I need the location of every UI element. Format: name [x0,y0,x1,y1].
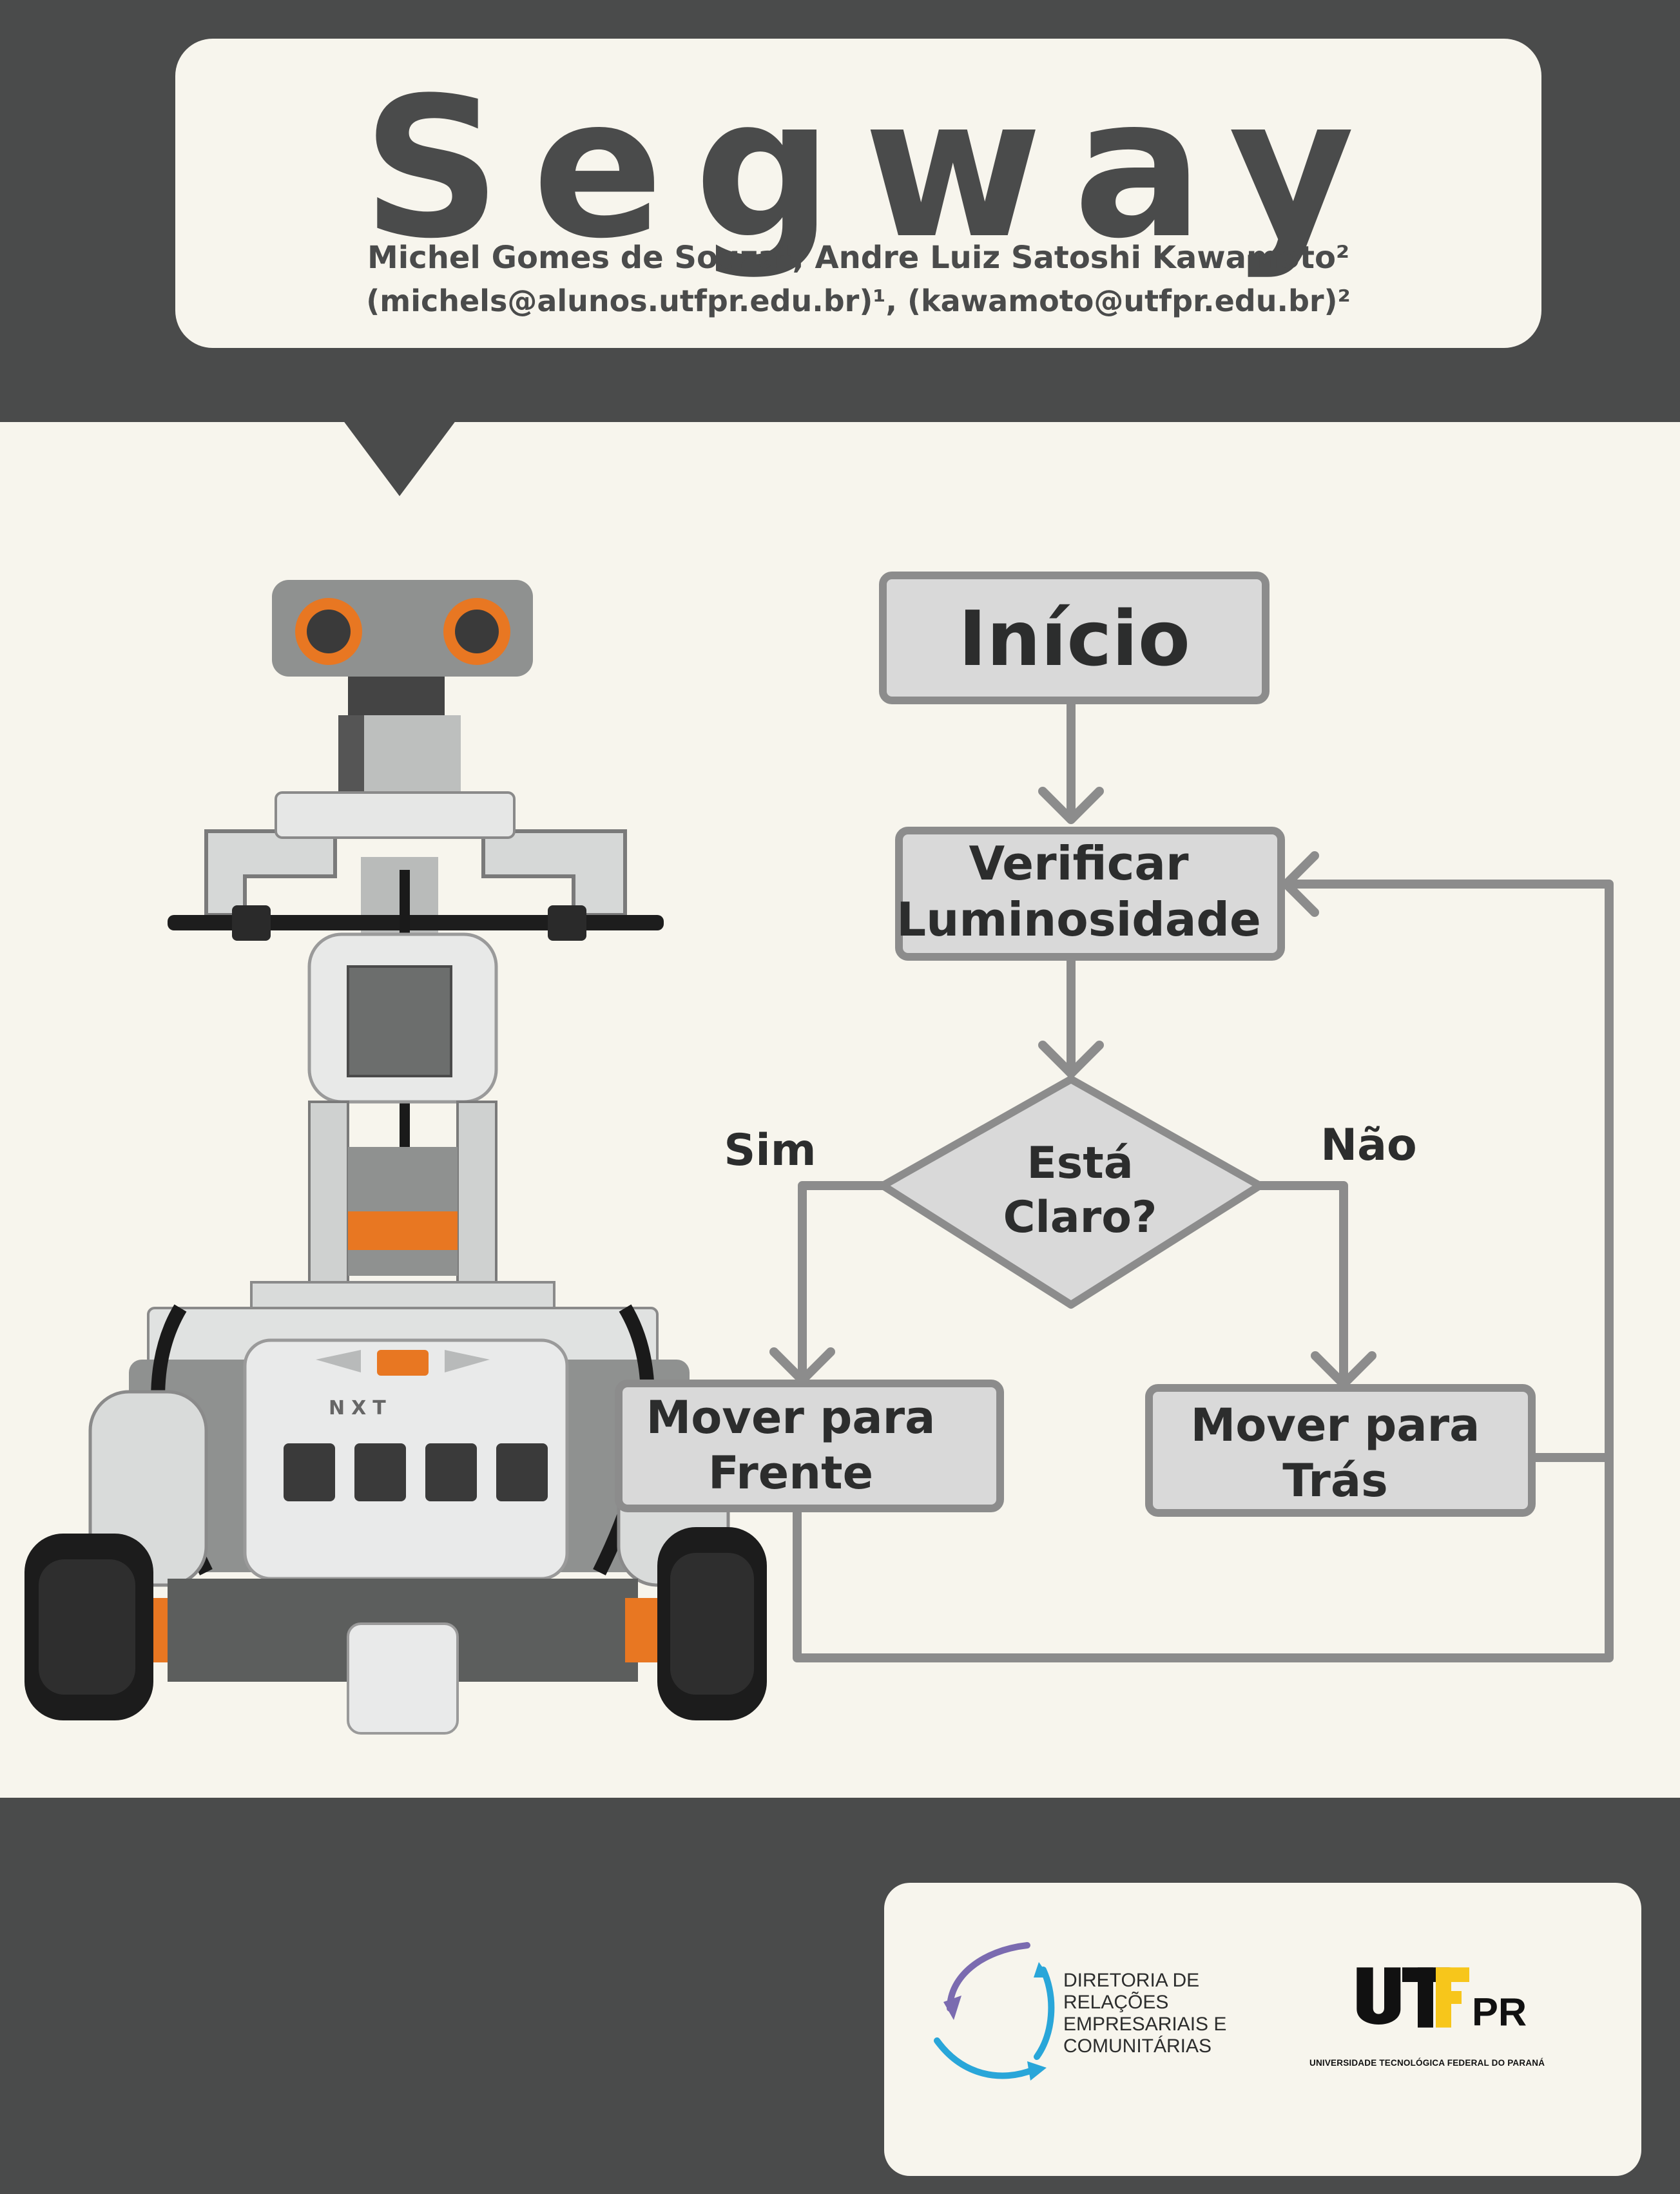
decision-node [879,1075,1264,1309]
edge-forward-loop [793,880,1614,1662]
segway-robot-illustration: NXT [24,580,767,1735]
forward-label-line1: Mover para [646,1391,936,1444]
edge-decision-backward [1254,1181,1348,1387]
check-label-line2: Luminosidade [896,892,1261,947]
no-label: Não [1320,1120,1417,1171]
directorate-logo-icon [934,1942,1055,2081]
title-card: Segway Michel Gomes de Souza¹, Andre Lui… [175,39,1541,348]
move-forward-node [615,1380,1004,1512]
directorate-line-2: RELAÇÕES [1063,1992,1169,2013]
directorate-line-1: DIRETORIA DE [1063,1970,1200,1991]
start-label: Início [958,594,1190,683]
backward-label-line1: Mover para [1191,1399,1480,1452]
forward-label-line2: Frente [708,1447,873,1499]
check-label-line1: Verificar [969,836,1189,890]
poster-title: Segway [362,56,1386,281]
check-light-node [895,827,1285,961]
speech-pointer [343,420,456,496]
author-emails: (michels@alunos.utfpr.edu.br)¹, (kawamot… [366,284,1351,318]
handle-bar [168,915,664,930]
yes-label: Sim [724,1125,816,1176]
author-names: Michel Gomes de Souza¹, Andre Luiz Satos… [367,240,1349,276]
sponsor-logo-card: DIRETORIA DE RELAÇÕES EMPRESARIAIS E COM… [884,1883,1641,2176]
utfpr-logo: PR [1357,1967,1527,2030]
directorate-name: DIRETORIA DE RELAÇÕES EMPRESARIAIS E COM… [1063,1970,1270,2057]
svg-text:PR: PR [1472,1989,1527,2030]
decision-label-line2: Claro? [1003,1192,1157,1243]
directorate-line-3: EMPRESARIAIS E [1063,2014,1227,2035]
directorate-line-4: COMUNITÁRIAS [1063,2035,1212,2057]
backward-label-line2: Trás [1282,1454,1387,1507]
edge-decision-forward [798,1181,889,1383]
start-node [879,572,1270,704]
decision-label-line1: Está [1027,1138,1133,1189]
nxt-brand: NXT [329,1397,392,1419]
move-backward-node [1145,1384,1536,1517]
university-name: UNIVERSIDADE TECNOLÓGICA FEDERAL DO PARA… [1309,2058,1545,2068]
